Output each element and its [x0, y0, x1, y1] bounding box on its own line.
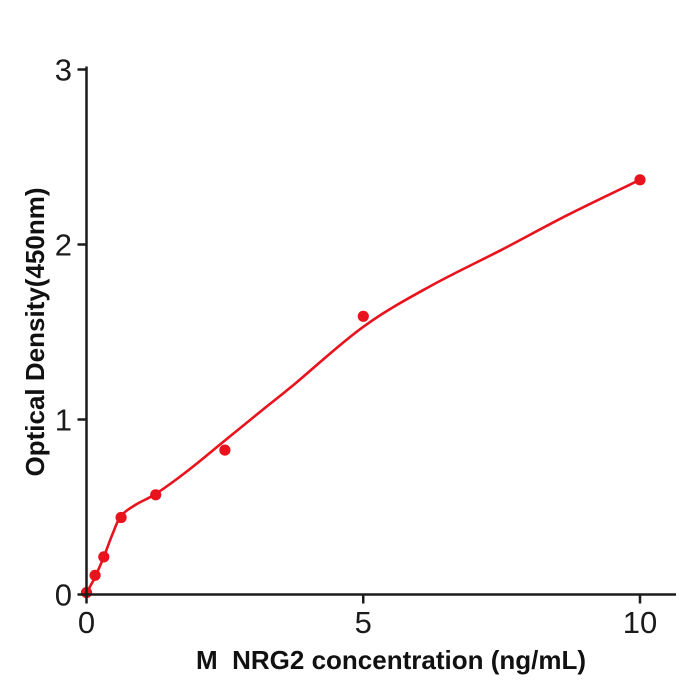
x-axis-tick-labels: 0 5 10 — [78, 605, 657, 640]
data-point — [98, 551, 110, 563]
data-point — [634, 174, 646, 186]
y-axis-title: Optical Density(450nm) — [20, 188, 50, 477]
y-tick-label: 1 — [55, 403, 72, 438]
data-point — [357, 310, 369, 322]
data-points — [80, 174, 646, 599]
y-tick-label: 3 — [55, 53, 72, 88]
x-axis-ticks — [85, 594, 642, 604]
axes: 0 5 10 0 1 2 3 — [55, 53, 676, 640]
data-point — [89, 569, 101, 581]
y-tick-label: 0 — [55, 578, 72, 613]
data-point — [150, 489, 162, 501]
y-tick-label: 2 — [55, 228, 72, 263]
data-point — [219, 444, 231, 456]
data-point — [115, 511, 127, 524]
x-tick-label: 0 — [78, 605, 95, 640]
x-tick-label: 10 — [623, 605, 657, 640]
x-axis-title: M NRG2 concentration (ng/mL) — [196, 645, 586, 675]
y-axis-ticks — [77, 68, 87, 596]
x-tick-label: 5 — [355, 605, 372, 640]
fitted-curve-line — [85, 178, 642, 595]
y-axis-tick-labels: 0 1 2 3 — [55, 53, 72, 613]
